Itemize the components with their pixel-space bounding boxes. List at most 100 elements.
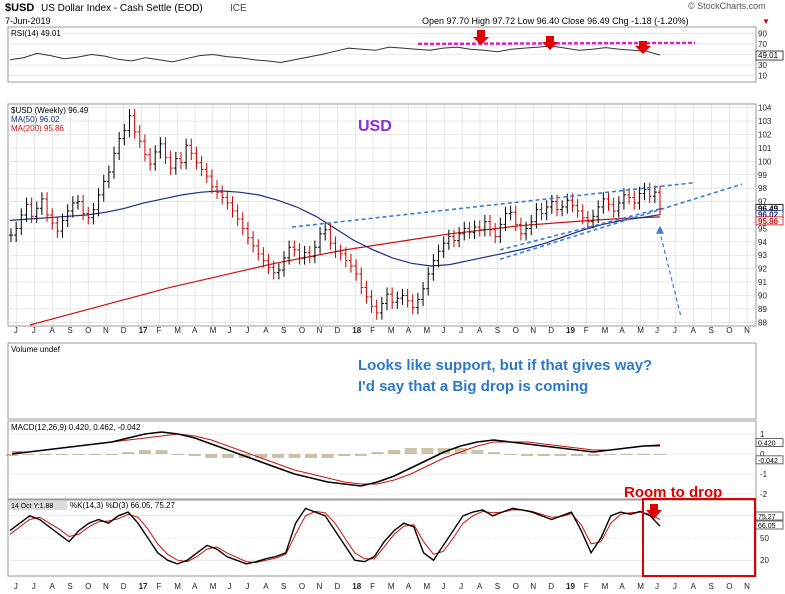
x-axis-label-stoch: D: [548, 582, 554, 591]
symbol-subtitle: US Dollar Index - Cash Settle (EOD): [41, 3, 203, 14]
macd-tick-label: 1: [760, 430, 765, 439]
x-axis-label-price: A: [619, 326, 625, 335]
stoch-value-label: 75.27: [758, 514, 776, 521]
x-axis-label-stoch: O: [513, 582, 519, 591]
rsi-peak-arrow-icon-3: [635, 41, 651, 54]
x-axis-label-stoch: F: [584, 582, 589, 591]
price-tick-label: 98: [758, 184, 767, 193]
stoch-value-label: 66.05: [758, 523, 776, 530]
x-axis-label-price: A: [406, 326, 412, 335]
x-axis-label-stoch: A: [263, 582, 269, 591]
x-axis-label-price: O: [85, 326, 91, 335]
macd-histogram-bar: [471, 450, 484, 454]
macd-histogram-bar: [172, 454, 185, 455]
price-legend: $USD (Weekly) 96.49: [11, 106, 89, 115]
x-axis-label-price: M: [174, 326, 181, 335]
stoch-legend: %K(14,3) %D(3) 66.05, 75.27: [70, 501, 175, 510]
x-axis-label-price: M: [637, 326, 644, 335]
x-axis-label-price: N: [103, 326, 109, 335]
x-axis-label-stoch: J: [32, 582, 36, 591]
macd-histogram-bar: [604, 454, 617, 455]
macd-histogram-bar: [22, 454, 35, 455]
x-axis-label-price: S: [495, 326, 500, 335]
price-value-box: [755, 216, 784, 226]
rsi-tick-label: 10: [758, 72, 767, 81]
macd-histogram-bar: [388, 450, 401, 454]
macd-tick-label: -2: [760, 490, 768, 499]
x-axis-label-price: A: [263, 326, 269, 335]
macd-histogram-bar: [138, 450, 151, 454]
volume-panel: [7, 342, 757, 420]
x-axis-label-price: 17: [139, 326, 148, 335]
x-axis-label-stoch: J: [673, 582, 677, 591]
stoch-d-line: [9, 509, 661, 563]
x-axis-label-stoch: A: [477, 582, 483, 591]
x-axis-label-stoch: A: [50, 582, 56, 591]
x-axis-label-price: N: [744, 326, 750, 335]
macd-histogram-bar: [338, 454, 351, 456]
x-axis-label-price: S: [708, 326, 713, 335]
price-tick-label: 101: [758, 144, 772, 153]
resistance-trendline: [291, 182, 694, 228]
support-note-line1: Looks like support, but if that gives wa…: [358, 357, 652, 374]
macd-histogram-bar: [554, 454, 567, 456]
ma200-line: [29, 216, 661, 326]
price-tick-label: 100: [758, 157, 772, 166]
x-axis-label-stoch: J: [228, 582, 232, 591]
room-to-drop-box: [642, 498, 756, 577]
price-tick-label: 93: [758, 251, 767, 260]
rsi-peak-arrow-icon-2: [542, 36, 558, 50]
macd-histogram-bar: [122, 452, 135, 454]
price-tick-label: 95: [758, 224, 767, 233]
macd-value-box: [755, 455, 784, 465]
x-axis-label-price: A: [50, 326, 56, 335]
macd-histogram-bar: [654, 454, 666, 455]
macd-histogram-bar: [55, 454, 68, 455]
support-note-line2: I'd say that a Big drop is coming: [358, 378, 588, 395]
x-axis-label-price: F: [584, 326, 589, 335]
macd-histogram-bar: [288, 454, 301, 458]
x-axis-label-stoch: M: [637, 582, 644, 591]
macd-value-label: 0.420: [758, 441, 776, 448]
macd-line: [11, 431, 661, 487]
x-axis-label-stoch: S: [495, 582, 500, 591]
x-axis-label-price: 18: [352, 326, 361, 335]
rsi-legend: RSI(14) 49.01: [11, 29, 61, 38]
x-axis-label-price: M: [602, 326, 609, 335]
price-tick-label: 92: [758, 265, 767, 274]
x-axis-label-price: A: [691, 326, 697, 335]
price-tick-label: 88: [758, 318, 767, 327]
x-axis-label-stoch: S: [281, 582, 286, 591]
macd-histogram-bar: [587, 454, 600, 456]
x-axis-label-price: F: [370, 326, 375, 335]
macd-histogram-bar: [222, 454, 234, 458]
price-tick-label: 90: [758, 291, 767, 300]
macd-histogram-bar: [438, 448, 450, 454]
room-to-drop-label: Room to drop: [624, 484, 722, 501]
x-axis-label-stoch: J: [441, 582, 445, 591]
x-axis-label-stoch: 19: [566, 582, 575, 591]
x-axis-label-stoch: S: [708, 582, 713, 591]
x-axis-label-price: D: [548, 326, 554, 335]
tooltip-box: [9, 501, 67, 510]
rsi-tick-label: 90: [758, 29, 767, 38]
x-axis-label-price: 19: [566, 326, 575, 335]
macd-histogram-bar: [105, 454, 118, 455]
x-axis-label-stoch: O: [85, 582, 91, 591]
rsi-value-box: [755, 50, 784, 61]
exchange-label: ICE: [230, 3, 247, 14]
x-axis-label-price: J: [459, 326, 463, 335]
x-axis-label-price: J: [228, 326, 232, 335]
x-axis-label-price: O: [726, 326, 732, 335]
x-axis-label-stoch: A: [619, 582, 625, 591]
x-axis-label-price: O: [513, 326, 519, 335]
macd-tick-label: 0: [760, 450, 765, 459]
macd-histogram-bar: [6, 454, 18, 456]
price-tick-label: 89: [758, 305, 767, 314]
x-axis-label-price: D: [334, 326, 340, 335]
support-trendline: [499, 183, 743, 261]
x-axis-label-stoch: F: [156, 582, 161, 591]
ma200-legend: MA(200) 95.86: [11, 124, 64, 133]
x-axis-label-stoch: 18: [352, 582, 361, 591]
macd-histogram-bar: [570, 454, 583, 456]
